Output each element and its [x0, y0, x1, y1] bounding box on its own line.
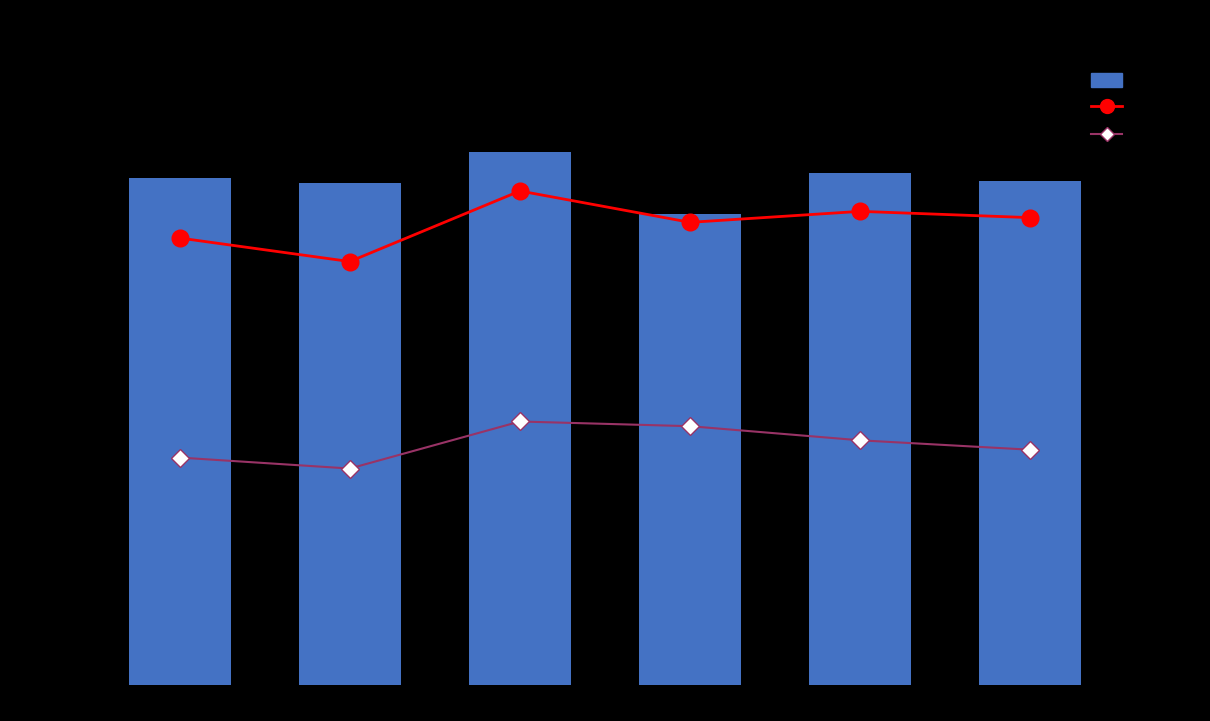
Bar	[299, 183, 401, 685]
Bar	[639, 215, 741, 685]
Bar	[469, 151, 571, 685]
Legend: , , : , ,	[1084, 66, 1142, 150]
Bar	[128, 178, 231, 685]
Bar	[809, 172, 911, 685]
Bar	[979, 180, 1082, 685]
